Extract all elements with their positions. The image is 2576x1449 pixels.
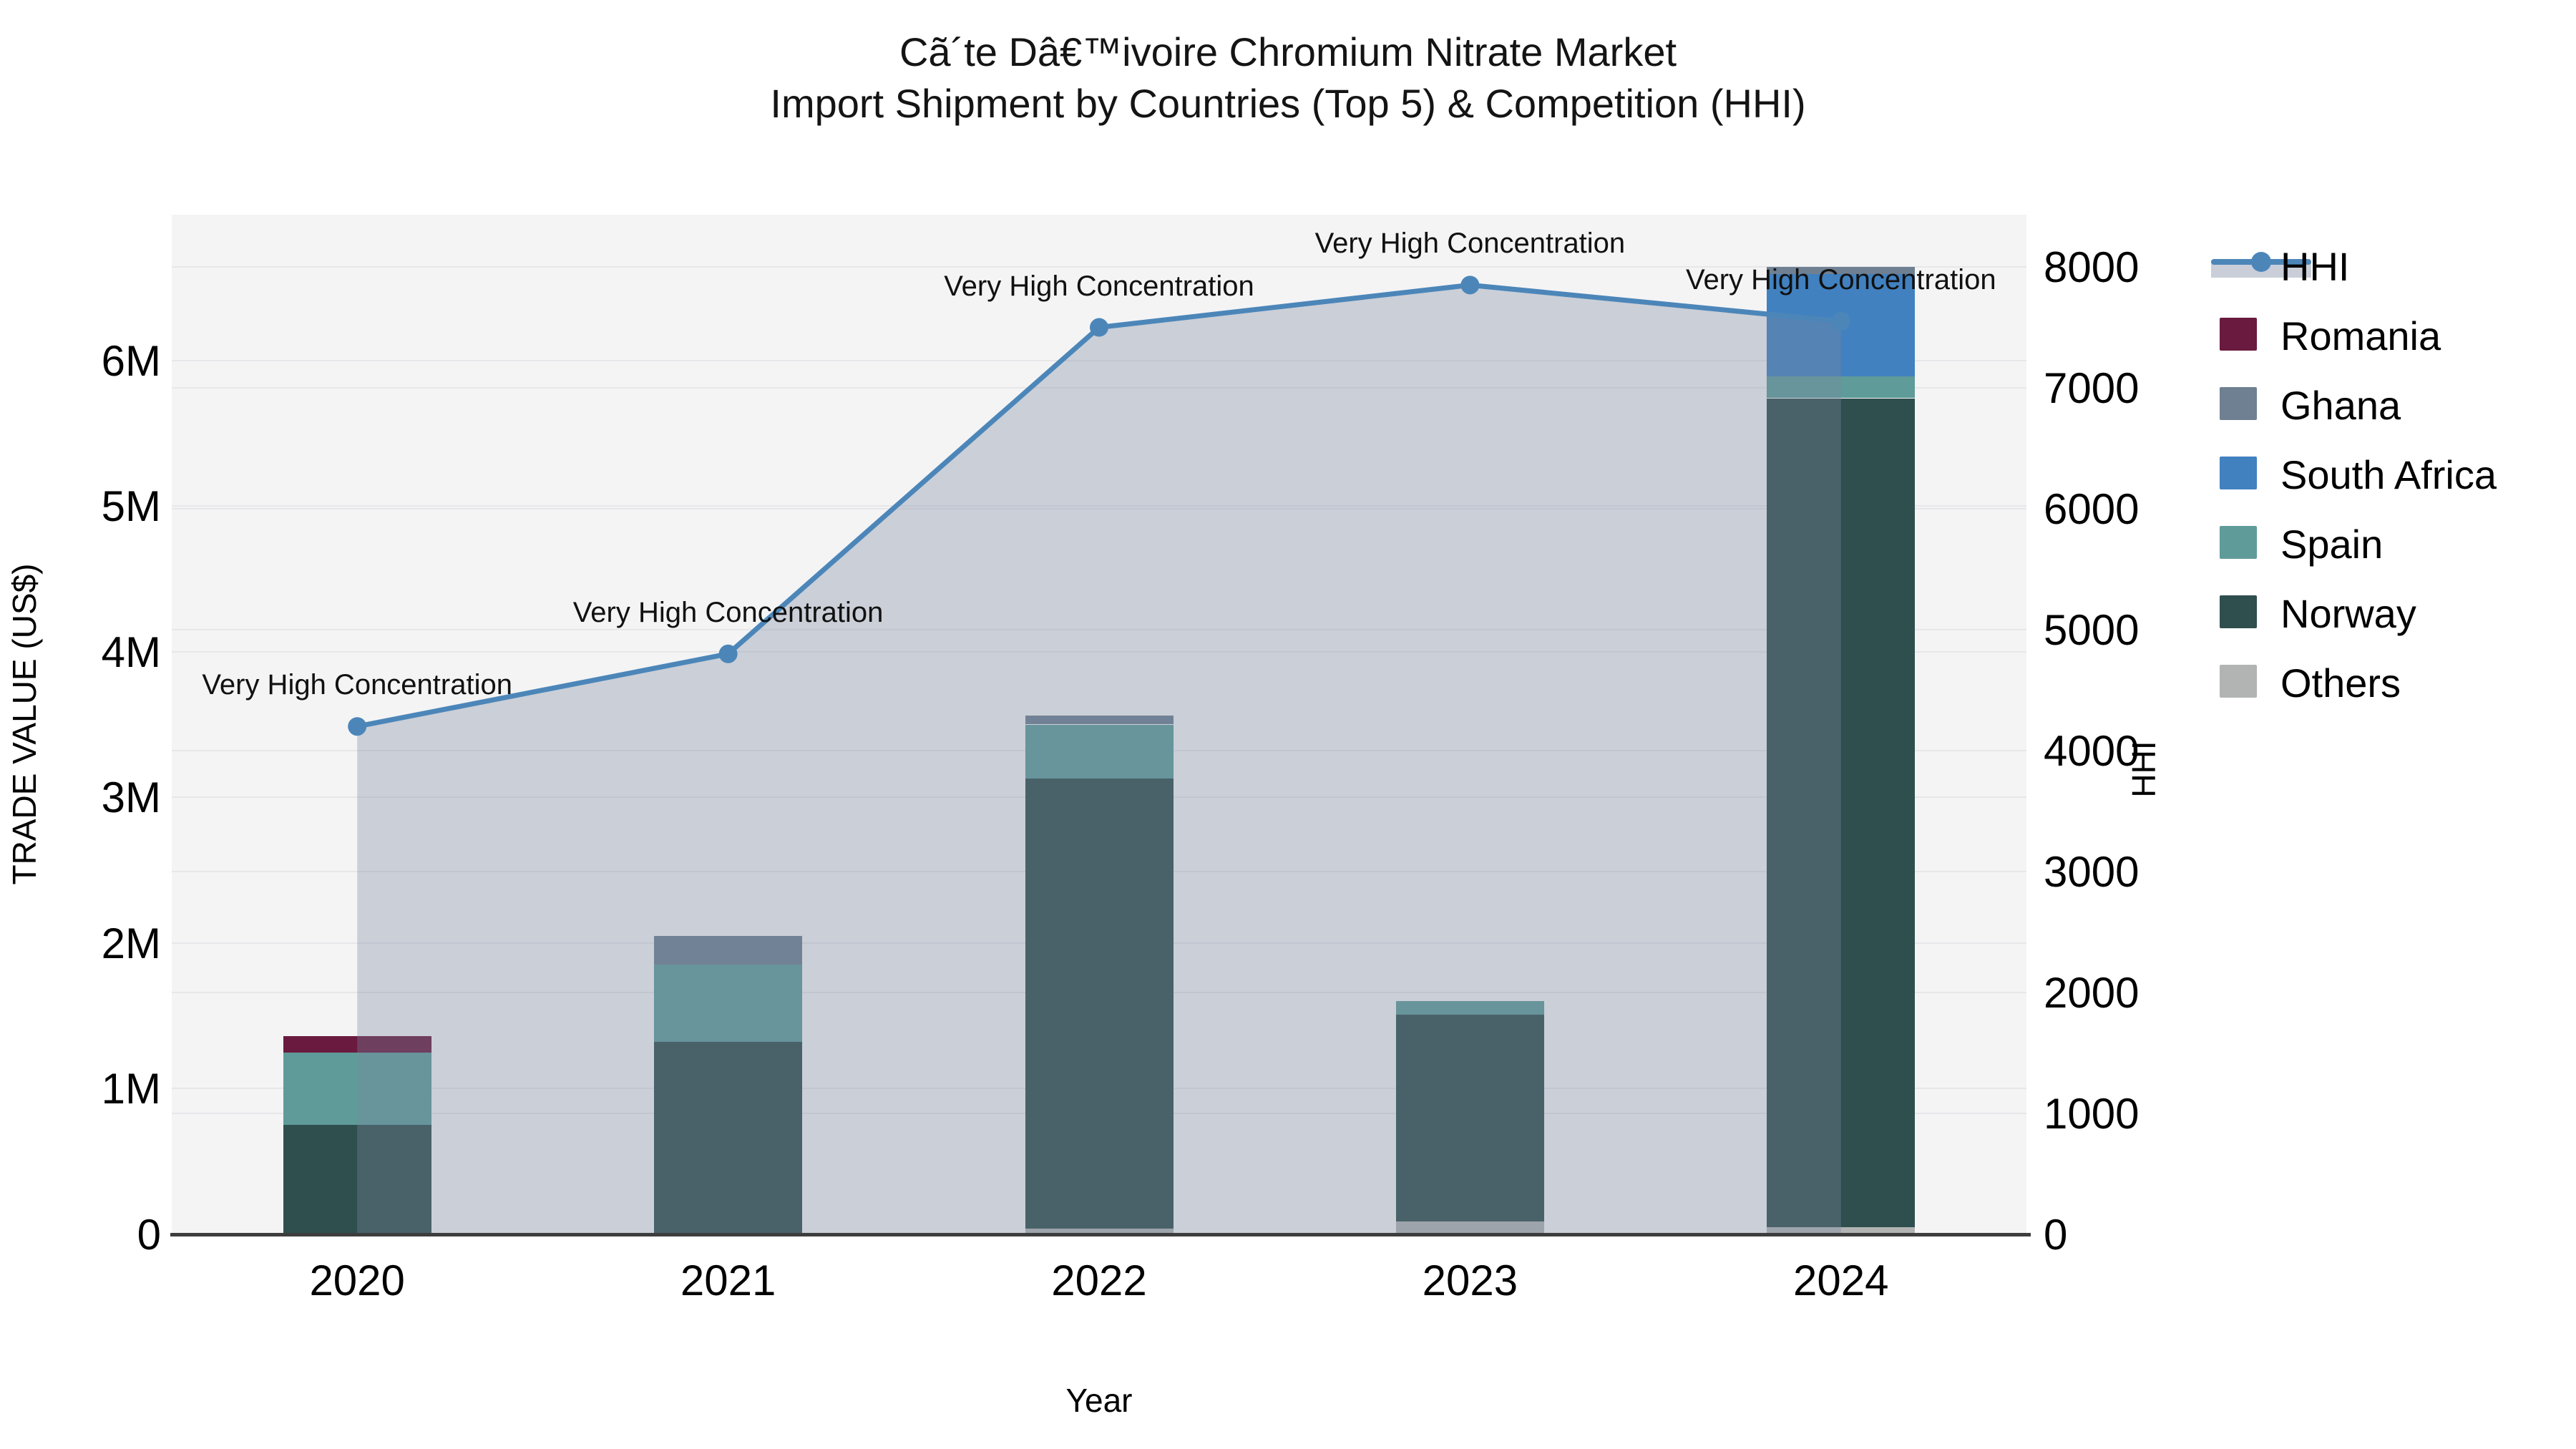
x-tick-label: 2024 [1793,1257,1889,1304]
bar-segment-others [1767,1226,1916,1234]
gridline-left-axis [172,505,2026,507]
bar-segment-norway [1767,398,1916,1227]
legend-color-swatch [2220,526,2257,559]
right-tick-label: 3000 [2044,848,2140,896]
gridline-left-axis [172,650,2026,653]
x-tick-label: 2022 [1051,1257,1147,1304]
bar-segment-ghana [654,935,803,965]
left-axis-title: TRADE VALUE (US$) [6,563,43,885]
right-tick-label: 6000 [2044,485,2140,533]
annotation-label: Very High Concentration [202,669,512,701]
chart-title-line1: Cã´te Dâ€™ivoire Chromium Nitrate Market [899,29,1677,74]
bar-segment-spain [283,1052,431,1126]
legend-color-swatch [2220,318,2257,351]
gridline-right-axis [172,266,2026,268]
bar-segment-norway [1025,778,1174,1229]
right-tick-label: 7000 [2044,364,2140,412]
legend-color-swatch [2220,457,2257,489]
annotation-label: Very High Concentration [1314,228,1626,260]
right-tick-label: 1000 [2044,1090,2140,1138]
bar-segment-spain [654,965,803,1043]
right-tick-label: 2000 [2044,969,2140,1017]
bar-segment-others [1395,1221,1544,1234]
hhi-marker-swatch [2251,252,2271,272]
right-tick-label: 8000 [2044,243,2140,291]
legend-label: South Africa [2280,452,2497,497]
legend-label: HHI [2280,244,2350,289]
bar-segment-romania [283,1036,431,1053]
legend-label: Ghana [2280,383,2401,428]
gridline-left-axis [172,359,2026,361]
x-axis-line [170,1233,2031,1236]
left-tick-label: 0 [137,1211,161,1259]
legend-item-hhi: HHI [2211,243,2549,289]
bar-segment-norway [1395,1014,1544,1221]
x-tick-label: 2021 [680,1257,776,1304]
bar-segment-norway [283,1125,431,1234]
bar-segment-spain [1025,724,1174,779]
legend-item-spain: Spain [2220,521,2549,567]
bar-segment-ghana [1025,716,1174,725]
legend-color-swatch [2220,595,2257,628]
bar-segment-ghana [1767,267,1916,275]
legend-item-romania: Romania [2220,313,2549,358]
legend-label: Norway [2280,591,2416,636]
left-tick-label: 2M [101,919,161,967]
legend-label: Spain [2280,522,2384,567]
legend-color-swatch [2220,387,2257,420]
bar-segment-spain [1395,1001,1544,1015]
left-tick-label: 1M [101,1065,161,1113]
x-tick-label: 2023 [1422,1257,1518,1304]
legend-label: Others [2280,660,2401,706]
annotation-label: Very High Concentration [1686,264,1996,296]
left-tick-label: 5M [101,482,161,531]
bar-segment-spain [1767,376,1916,399]
bar-segment-others [1025,1228,1174,1234]
right-tick-label: 4000 [2044,727,2140,775]
gridline-right-axis [172,508,2026,509]
x-tick-label: 2020 [309,1257,405,1304]
legend-color-swatch [2220,665,2257,698]
annotation-label: Very High Concentration [572,596,884,628]
left-tick-label: 3M [101,774,161,822]
right-tick-label: 5000 [2044,606,2140,654]
x-axis-title: Year [1065,1382,1133,1419]
left-tick-label: 6M [101,336,161,385]
bar-segment-norway [654,1042,803,1234]
gridline-right-axis [172,387,2026,389]
right-axis-title: HHI [2125,741,2162,798]
legend-item-norway: Norway [2220,590,2549,636]
legend-item-others: Others [2220,660,2549,706]
chart-title-line2: Import Shipment by Countries (Top 5) & C… [770,81,1806,126]
left-tick-label: 4M [101,628,161,676]
right-tick-label: 0 [2044,1211,2068,1259]
annotation-label: Very High Concentration [944,270,1254,302]
hhi-line-swatch-icon [2211,252,2311,278]
legend-item-south-africa: South Africa [2220,452,2549,497]
legend-label: Romania [2280,313,2441,358]
gridline-right-axis [172,629,2026,630]
legend-item-ghana: Ghana [2220,382,2549,428]
